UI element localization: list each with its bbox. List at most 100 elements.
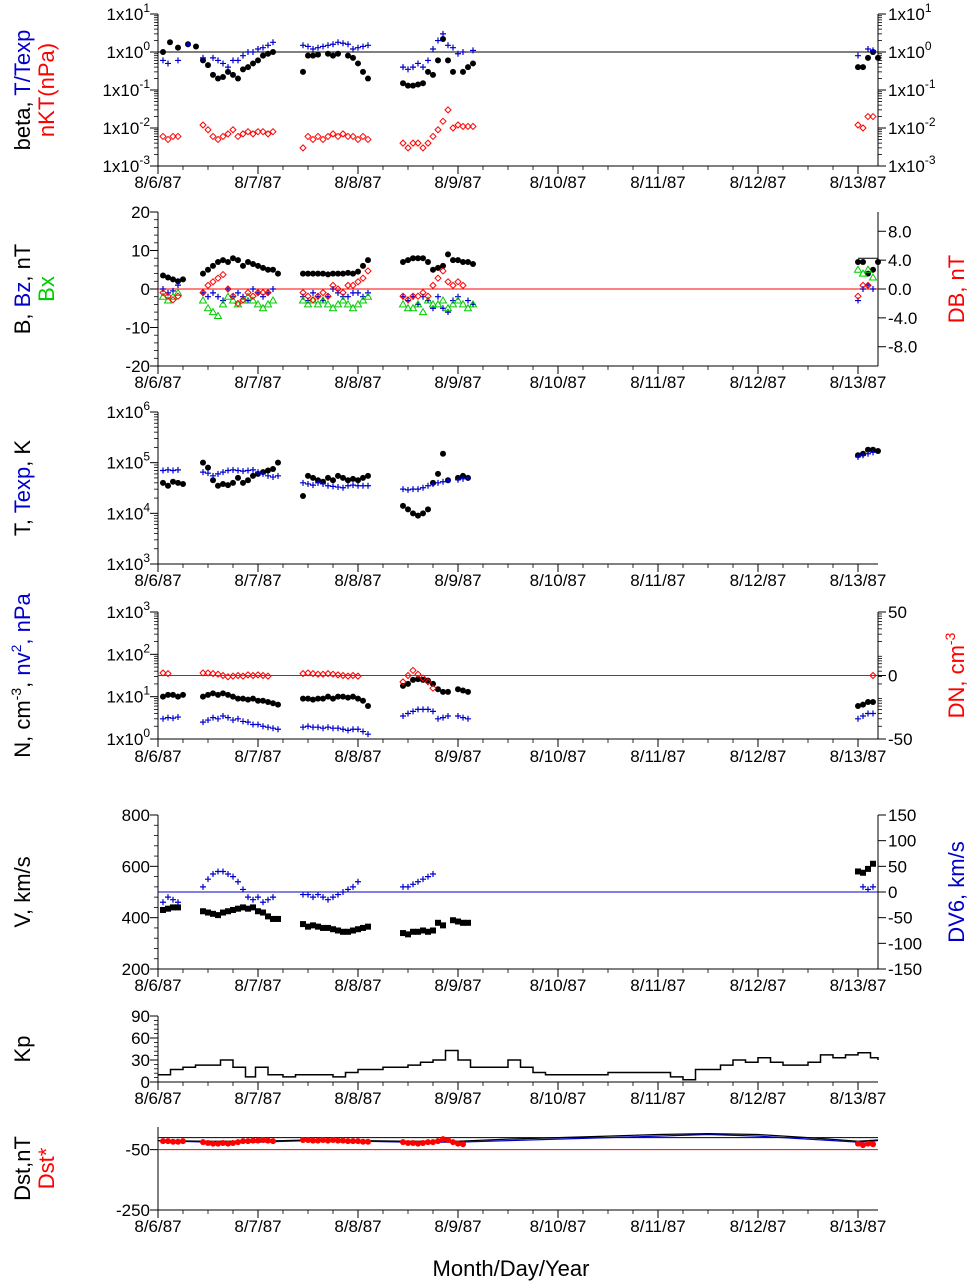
data-point (200, 908, 206, 915)
data-point (205, 717, 211, 724)
data-point (465, 297, 471, 304)
data-point (400, 502, 406, 509)
data-point (464, 122, 472, 131)
bfield-series-0 (160, 251, 881, 285)
data-point (420, 676, 426, 683)
data-point (443, 303, 453, 312)
y2-axis-label-part: DN, cm (944, 645, 969, 718)
y-axis-label-part: Texp (10, 467, 35, 513)
y-tick-label: -20 (125, 357, 150, 376)
data-point (360, 728, 366, 735)
data-point (440, 478, 446, 485)
data-point (270, 474, 276, 481)
data-point (270, 39, 276, 46)
data-point (235, 715, 241, 722)
data-point (234, 671, 242, 680)
data-point (430, 480, 436, 487)
data-point (455, 686, 461, 693)
dst-series-0 (157, 1133, 879, 1143)
data-point (460, 714, 466, 721)
data-point (304, 132, 312, 141)
data-point (425, 259, 431, 266)
data-point (325, 724, 331, 731)
data-point (264, 672, 272, 680)
data-point (335, 39, 341, 46)
x-tick-label: 8/12/87 (730, 1217, 787, 1236)
data-point (265, 896, 271, 903)
data-point (355, 60, 361, 67)
data-point (300, 42, 306, 49)
data-point (270, 894, 276, 901)
data-point (420, 1139, 426, 1146)
data-point (405, 486, 411, 493)
data-point (410, 708, 416, 715)
data-point (355, 289, 361, 296)
data-point (170, 478, 176, 485)
data-point (230, 71, 236, 78)
data-point (305, 472, 311, 479)
data-point (870, 698, 876, 705)
data-point (264, 288, 272, 297)
data-point (268, 296, 278, 304)
data-point (175, 282, 181, 289)
data-point (240, 695, 246, 702)
data-point (444, 278, 452, 286)
data-point (469, 122, 477, 131)
data-point (360, 262, 366, 269)
data-point (193, 43, 199, 50)
data-point (160, 272, 166, 279)
y-tick-label: 800 (122, 806, 150, 825)
data-point (173, 288, 183, 296)
data-point (430, 708, 436, 715)
y-tick-label: 1x100 (106, 39, 150, 62)
data-point (860, 701, 866, 708)
data-point (363, 292, 373, 300)
x-tick-label: 8/13/87 (830, 1089, 887, 1108)
data-point (855, 868, 861, 875)
y-axis-label-part: , K (10, 440, 35, 467)
x-tick-label: 8/6/87 (134, 571, 181, 590)
data-point (175, 1138, 181, 1145)
x-tick-label: 8/13/87 (830, 1217, 887, 1236)
x-tick-label: 8/9/87 (434, 173, 481, 192)
x-tick-label: 8/10/87 (530, 1217, 587, 1236)
bfield-series-3 (159, 267, 872, 308)
data-point (165, 274, 171, 281)
data-point (160, 693, 166, 700)
data-point (405, 82, 411, 89)
data-point (340, 474, 346, 481)
y-tick-label: 1x10-2 (102, 115, 150, 138)
data-point (175, 278, 181, 285)
data-point (175, 57, 181, 64)
data-point (399, 292, 407, 300)
y-tick-label: 200 (122, 960, 150, 979)
data-point (359, 132, 367, 141)
x-tick-label: 8/11/87 (630, 173, 685, 192)
data-point (219, 270, 227, 279)
data-point (199, 288, 207, 297)
data-point (360, 474, 366, 481)
data-point (340, 928, 346, 935)
data-point (365, 1138, 371, 1145)
x-tick-label: 8/9/87 (434, 571, 481, 590)
data-point (398, 299, 408, 308)
data-point (405, 66, 411, 73)
data-point (310, 1137, 316, 1144)
data-point (875, 259, 881, 266)
data-point (435, 479, 441, 486)
data-point (269, 127, 277, 136)
y-axis-label-part: Bz (10, 282, 35, 308)
y2-axis-label-part: DV6, km/s (944, 841, 969, 942)
data-point (309, 135, 317, 144)
y-axis-label-part: nKT(nPa) (34, 43, 59, 137)
data-point (205, 464, 211, 471)
data-point (335, 927, 341, 934)
data-point (445, 309, 451, 316)
data-point (164, 669, 172, 678)
data-point (240, 479, 246, 486)
data-point (339, 288, 347, 297)
data-point (250, 466, 256, 473)
y2-tick-label: 150 (888, 806, 916, 825)
data-point (404, 296, 412, 304)
